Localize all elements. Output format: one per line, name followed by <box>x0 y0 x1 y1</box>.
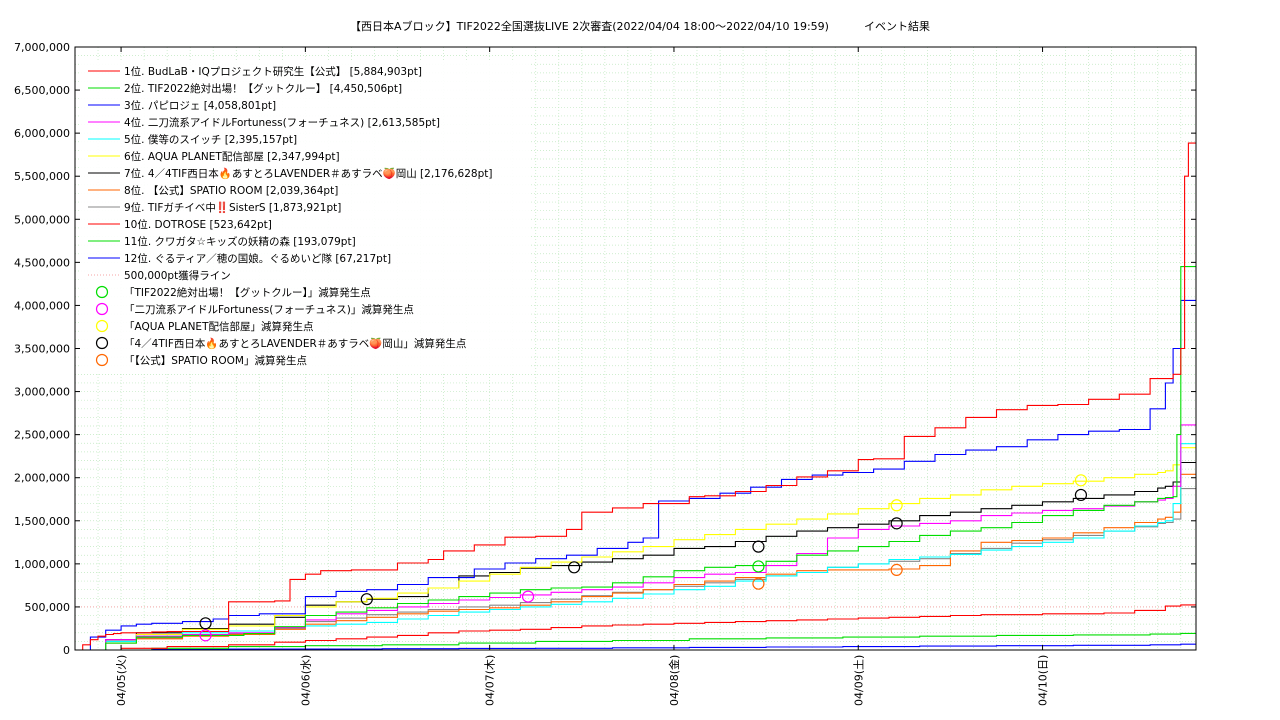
series-line <box>75 443 1197 651</box>
y-tick-label: 6,500,000 <box>14 84 70 97</box>
y-tick-label: 4,500,000 <box>14 256 70 269</box>
series-line <box>75 424 1197 651</box>
legend-marker <box>95 285 109 299</box>
legend-label: 8位. 【公式】SPATIO ROOM [2,039,364pt] <box>124 184 338 197</box>
marker-point <box>1074 488 1088 502</box>
x-tick-label: 04/07(木) <box>484 655 497 706</box>
x-tick-label: 04/09(土) <box>852 655 865 706</box>
y-axis: 0 500,000 1,000,000 1,500,000 2,000,000 2,500… <box>14 41 1196 657</box>
legend-marker <box>95 319 109 333</box>
marker-point <box>1074 474 1088 487</box>
series-line <box>75 142 1197 651</box>
marker-point <box>521 590 535 603</box>
y-tick-label: 7,000,000 <box>14 41 70 54</box>
marker-point <box>199 629 212 642</box>
y-tick-label: 2,500,000 <box>14 429 70 442</box>
y-tick-label: 6,000,000 <box>14 127 70 140</box>
x-tick-label: 04/05(火) <box>115 655 128 706</box>
series-line <box>75 473 1197 651</box>
marker-point <box>752 577 765 590</box>
legend-label: 4位. 二刀流系アイドルFortuness(フォーチュネス) [2,613,58… <box>124 116 440 129</box>
marker-point <box>360 593 373 606</box>
y-tick-label: 0 <box>63 644 70 657</box>
legend-label: 10位. DOTROSE [523,642pt] <box>124 218 272 231</box>
y-tick-label: 5,000,000 <box>14 213 70 226</box>
series-line <box>75 266 1197 651</box>
marker-point <box>199 617 212 630</box>
y-tick-label: 4,000,000 <box>14 299 70 312</box>
y-tick-label: 1,500,000 <box>14 515 70 528</box>
legend-label: 11位. クワガタ☆キッズの妖精の森 [193,079pt] <box>124 235 356 248</box>
legend-label: 9位. TIFガチイベ中‼️SisterS [1,873,921pt] <box>124 201 341 214</box>
legend-label: 1位. BudLaB・IQプロジェクト研究生【公式】 [5,884,903pt] <box>124 65 422 78</box>
legend-label: 「AQUA PLANET配信部屋」減算発生点 <box>124 320 313 333</box>
legend-label: 「【公式】SPATIO ROOM」減算発生点 <box>124 354 307 367</box>
series-line <box>75 604 1197 651</box>
legend-label: 「二刀流系アイドルFortuness(フォーチュネス)」減算発生点 <box>124 303 414 316</box>
legend-marker <box>95 353 109 367</box>
series-line <box>75 299 1197 651</box>
y-tick-label: 2,000,000 <box>14 472 70 485</box>
y-tick-label: 3,500,000 <box>14 343 70 356</box>
chart-title: 【西日本Aブロック】TIF2022全国選抜LIVE 2次審査(2022/04/0… <box>350 20 930 33</box>
legend-background <box>80 60 530 372</box>
marker-point <box>568 561 581 574</box>
legend-marker <box>95 336 109 350</box>
legend-label: 500,000pt獲得ライン <box>124 269 231 282</box>
legend-label: 5位. 僕等のスイッチ [2,395,157pt] <box>124 133 297 146</box>
y-tick-label: 500,000 <box>25 601 71 614</box>
marker-point <box>752 560 765 573</box>
marker-point <box>890 517 903 530</box>
series-line <box>75 447 1197 651</box>
y-tick-label: 3,000,000 <box>14 386 70 399</box>
legend-label: 3位. パピロジェ [4,058,801pt] <box>124 99 276 112</box>
legend-label: 7位. 4／4TIF西日本🔥あすとろLAVENDER＃あすラベ🍑岡山 [2,17… <box>124 167 492 180</box>
legend: 1位. BudLaB・IQプロジェクト研究生【公式】 [5,884,903pt]… <box>80 60 530 372</box>
y-tick-label: 1,000,000 <box>14 558 70 571</box>
y-tick-label: 5,500,000 <box>14 170 70 183</box>
x-tick-label: 04/10(日) <box>1037 655 1050 706</box>
marker-point <box>890 563 903 576</box>
markers <box>199 474 1088 642</box>
legend-marker <box>95 302 109 316</box>
series-lines <box>75 142 1197 651</box>
x-tick-label: 04/08(金) <box>667 655 681 706</box>
marker-point <box>890 499 903 512</box>
marker-point <box>752 540 765 553</box>
x-axis: 04/05(火) 04/06(水) 04/07(木) 04/08(金) 04/09(土)… <box>115 47 1050 706</box>
series-line <box>75 461 1197 651</box>
legend-label: 「4／4TIF西日本🔥あすとろLAVENDER＃あすラベ🍑岡山」減算発生点 <box>124 337 466 350</box>
x-tick-label: 04/06(水) <box>299 655 312 706</box>
legend-label: 2位. TIF2022絶対出場！【グットクルー】 [4,450,506pt] <box>124 82 402 95</box>
legend-label: 「TIF2022絶対出場！【グットクルー】」減算発生点 <box>124 286 371 299</box>
legend-label: 12位. ぐるティア／穂の国娘。ぐるめいど隊 [67,217pt] <box>124 252 391 265</box>
legend-label: 6位. AQUA PLANET配信部屋 [2,347,994pt] <box>124 150 340 163</box>
